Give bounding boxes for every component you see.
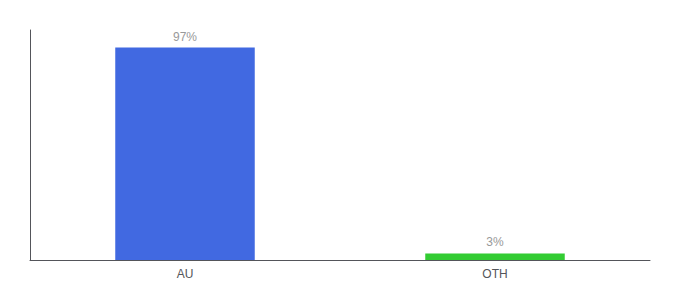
svg-text:3%: 3% (486, 235, 504, 249)
svg-text:OTH: OTH (482, 267, 507, 281)
svg-text:97%: 97% (173, 30, 197, 44)
svg-text:AU: AU (177, 267, 194, 281)
